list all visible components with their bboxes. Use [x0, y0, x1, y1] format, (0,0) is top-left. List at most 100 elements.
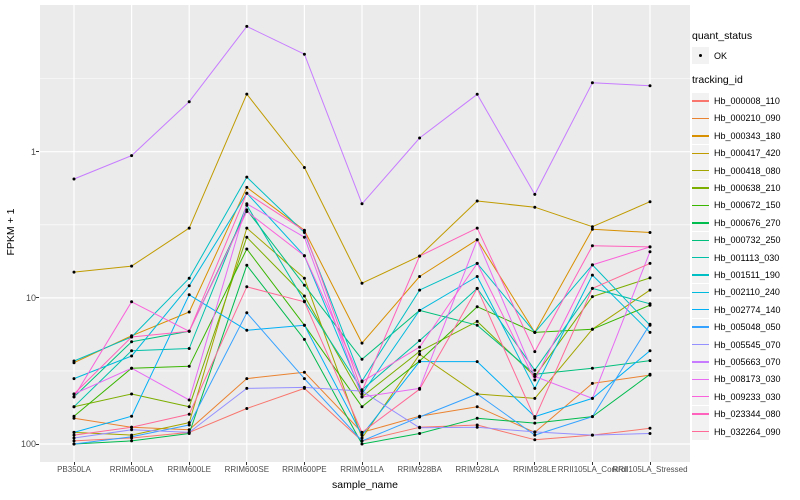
legend-title-tracking-id: tracking_id [692, 74, 743, 87]
line-key-icon [692, 301, 709, 319]
data-point [245, 247, 249, 251]
x-tick-label-RRIM600PE: RRIM600PE [282, 465, 327, 474]
line-key-icon [692, 196, 709, 214]
legend-item-Hb_000417_420: Hb_000417_420 [692, 144, 800, 162]
line-key-icon [692, 353, 709, 371]
legend-label: Hb_001113_030 [714, 252, 780, 263]
line-key-icon [692, 162, 709, 180]
legend-item-Hb_000732_250: Hb_000732_250 [692, 231, 800, 249]
legend-label: Hb_023344_080 [714, 409, 781, 420]
data-point [590, 396, 594, 400]
data-point [187, 398, 191, 402]
data-point [130, 435, 134, 439]
data-point [245, 386, 249, 390]
legend-label: Hb_009233_030 [714, 391, 781, 402]
x-tick-mark [131, 462, 133, 465]
data-point [245, 210, 249, 213]
data-point [360, 436, 364, 440]
legend-label: Hb_002774_140 [714, 304, 781, 315]
line-key-icon [692, 318, 709, 336]
data-point [130, 414, 134, 418]
legend-item-Hb_002774_140: Hb_002774_140 [692, 301, 800, 319]
legend-item-Hb_005048_050: Hb_005048_050 [692, 318, 800, 336]
x-tick-label-RRIM901LA: RRIM901LA [340, 465, 384, 474]
data-point [360, 357, 364, 361]
data-point [360, 433, 364, 437]
data-point [130, 354, 134, 358]
data-point [475, 286, 479, 290]
legend-label: Hb_000732_250 [714, 235, 781, 246]
data-point [475, 92, 479, 96]
x-tick-label-RRIM600SE: RRIM600SE [224, 465, 270, 474]
y-tick-mark [36, 151, 39, 153]
data-point [418, 345, 422, 349]
data-point [302, 52, 306, 56]
data-point [130, 340, 134, 344]
data-point [590, 366, 594, 370]
data-point [187, 100, 191, 104]
data-point [475, 425, 479, 429]
legend-item-quant-ok: OK [692, 47, 800, 65]
data-point [648, 245, 652, 249]
data-point [418, 288, 422, 292]
legend-item-Hb_000672_150: Hb_000672_150 [692, 196, 800, 214]
data-point [245, 328, 249, 332]
data-point [245, 377, 249, 381]
data-point [648, 200, 652, 204]
data-point [418, 254, 422, 258]
legend-label: Hb_005663_070 [714, 356, 781, 367]
data-point [590, 227, 594, 231]
plot-panel [40, 5, 690, 462]
line-key-icon [692, 388, 709, 406]
x-tick-label-RRII105LA_Stressed: RRII105LA_Stressed [612, 465, 688, 474]
data-point [72, 414, 76, 418]
data-point [72, 270, 76, 274]
data-point [648, 84, 652, 88]
data-point [245, 92, 249, 96]
legend-label: Hb_001511_190 [714, 269, 780, 280]
x-tick-mark [534, 462, 536, 465]
x-tick-mark [419, 462, 421, 465]
data-point [360, 395, 364, 399]
data-point [533, 374, 537, 378]
data-point [187, 284, 191, 288]
data-point [187, 329, 191, 333]
line-key-icon [692, 109, 709, 127]
x-axis-title: sample_name [332, 479, 398, 491]
data-point [533, 430, 537, 434]
data-point [475, 226, 479, 230]
data-point [475, 323, 479, 327]
data-point [590, 81, 594, 85]
data-point [245, 311, 249, 315]
line-key-icon [692, 144, 709, 162]
x-tick-mark [476, 462, 478, 465]
data-point [475, 360, 479, 364]
data-point [418, 308, 422, 312]
legend-item-Hb_009233_030: Hb_009233_030 [692, 388, 800, 406]
x-tick-mark [188, 462, 190, 465]
data-point [130, 154, 134, 158]
data-point [187, 226, 191, 230]
data-point [302, 385, 306, 389]
data-point [130, 300, 134, 304]
data-point [187, 347, 191, 350]
legend-item-Hb_023344_080: Hb_023344_080 [692, 405, 800, 423]
data-point [302, 283, 306, 287]
data-point [245, 202, 249, 206]
data-point [72, 405, 76, 409]
data-point [418, 426, 422, 430]
data-point [360, 405, 364, 409]
x-tick-mark [361, 462, 363, 465]
data-point [187, 428, 191, 432]
legend-title-quant-status: quant_status [692, 30, 753, 42]
legend-label: Hb_008173_030 [714, 374, 781, 385]
legend-label: Hb_000418_080 [714, 165, 781, 176]
data-point [590, 433, 594, 437]
data-point [533, 192, 537, 196]
data-point [648, 322, 652, 326]
x-tick-mark [73, 462, 75, 465]
legend-label: Hb_000210_090 [714, 113, 781, 124]
data-point [533, 438, 537, 442]
y-tick-label: 100 [20, 439, 36, 449]
